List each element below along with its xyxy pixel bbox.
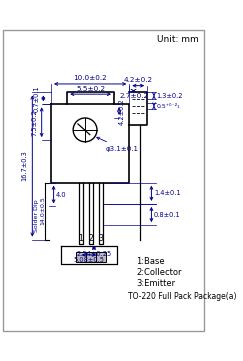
Bar — [96, 252, 106, 262]
Text: 14.0±0.5: 14.0±0.5 — [40, 197, 45, 226]
Text: 16.7±0.3: 16.7±0.3 — [22, 151, 28, 182]
Text: 0.7±0.1: 0.7±0.1 — [34, 85, 40, 112]
Text: TO-220 Full Pack Package(a): TO-220 Full Pack Package(a) — [128, 292, 236, 301]
Text: 4.2±0.2: 4.2±0.2 — [119, 98, 125, 125]
Bar — [76, 252, 86, 262]
Text: 0.8±0.1: 0.8±0.1 — [154, 212, 181, 218]
Text: 10.0±0.2: 10.0±0.2 — [73, 75, 107, 81]
Text: Solder Dip: Solder Dip — [34, 199, 39, 232]
Bar — [86, 252, 96, 262]
FancyBboxPatch shape — [3, 30, 204, 331]
Text: 5.5±0.2: 5.5±0.2 — [76, 86, 105, 92]
Text: 2.7±0.2: 2.7±0.2 — [119, 93, 148, 99]
Text: 3:Emitter: 3:Emitter — [136, 279, 175, 288]
Text: 5.08±0.5: 5.08±0.5 — [73, 257, 104, 264]
Text: Unit: mm: Unit: mm — [157, 35, 199, 44]
Text: 1.4±0.1: 1.4±0.1 — [154, 190, 181, 196]
Text: 2: 2 — [89, 234, 93, 243]
Text: 3: 3 — [99, 234, 104, 243]
Text: 1.3±0.2: 1.3±0.2 — [156, 93, 183, 99]
Text: 2:Collector: 2:Collector — [136, 268, 182, 277]
Text: 4.2±0.2: 4.2±0.2 — [124, 77, 153, 83]
Text: 7.5±0.2: 7.5±0.2 — [31, 109, 37, 136]
Text: 4.0: 4.0 — [56, 192, 67, 197]
Text: 1: 1 — [78, 234, 83, 243]
Text: 2.54±0.25: 2.54±0.25 — [76, 251, 112, 257]
Text: 0.5⁺⁰˙²₁: 0.5⁺⁰˙²₁ — [156, 104, 180, 109]
Text: φ3.1±0.1: φ3.1±0.1 — [97, 137, 139, 152]
Text: 1:Base: 1:Base — [136, 257, 165, 266]
